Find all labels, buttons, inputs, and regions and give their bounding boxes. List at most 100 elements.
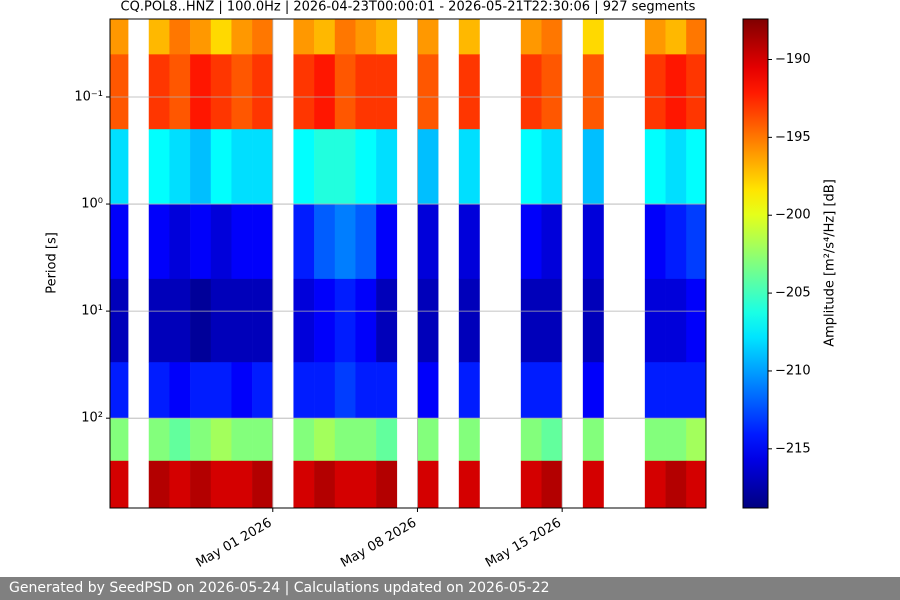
heat-cell — [334, 418, 356, 462]
y-tick-label: 10⁻¹ — [74, 89, 103, 104]
heat-cell — [582, 204, 604, 280]
heat-cell — [376, 19, 398, 55]
heat-cell — [665, 19, 687, 55]
heat-cell — [252, 54, 274, 130]
heat-cell — [293, 204, 315, 280]
heat-cell — [541, 460, 563, 508]
y-tick-label: 10² — [81, 411, 103, 426]
heat-cell — [231, 460, 253, 508]
colorbar-tick-label: −205 — [775, 286, 811, 301]
colorbar-tick-label: −200 — [775, 208, 811, 223]
x-tick-label: May 15 2026 — [483, 516, 564, 571]
heat-cell — [293, 278, 315, 363]
heat-cell — [355, 418, 377, 462]
heat-cell — [644, 362, 666, 419]
heat-cell — [686, 278, 706, 363]
heat-cell — [582, 362, 604, 419]
heat-cell — [417, 54, 439, 130]
heat-cell — [355, 129, 377, 205]
heat-cell — [355, 278, 377, 363]
heat-cell — [686, 460, 706, 508]
heatmap — [110, 19, 706, 508]
heat-cell — [355, 362, 377, 419]
footer: Generated by SeedPSD on 2026-05-24 | Cal… — [0, 577, 900, 600]
heat-cell — [582, 19, 604, 55]
heat-cell — [252, 19, 274, 55]
heat-cell — [520, 204, 542, 280]
heat-cell — [376, 129, 398, 205]
heat-cell — [334, 54, 356, 130]
heat-cell — [293, 362, 315, 419]
plot-frame — [109, 18, 707, 509]
heat-cell — [314, 460, 336, 508]
heat-cell — [458, 278, 480, 363]
heat-cell — [110, 19, 129, 55]
colorbar-tick-label: −195 — [775, 130, 811, 145]
colorbar-tick-label: −215 — [775, 441, 811, 456]
heat-cell — [110, 129, 129, 205]
heat-cell — [686, 129, 706, 205]
heat-cell — [148, 418, 170, 462]
heat-cell — [644, 54, 666, 130]
heat-cell — [293, 19, 315, 55]
heat-cell — [314, 129, 336, 205]
heat-cell — [376, 204, 398, 280]
heat-cell — [148, 362, 170, 419]
x-tick-label: May 01 2026 — [194, 516, 275, 571]
heat-cell — [293, 129, 315, 205]
heat-cell — [665, 204, 687, 280]
heat-cell — [686, 418, 706, 462]
heat-cell — [665, 129, 687, 205]
heat-cell — [665, 54, 687, 130]
heat-cell — [541, 362, 563, 419]
heat-cell — [458, 418, 480, 462]
heat-cell — [376, 460, 398, 508]
heat-cell — [417, 129, 439, 205]
heat-cell — [458, 129, 480, 205]
heat-cell — [665, 362, 687, 419]
heat-cell — [293, 418, 315, 462]
heat-cell — [686, 204, 706, 280]
heat-cell — [520, 19, 542, 55]
heat-cell — [314, 204, 336, 280]
heat-cell — [231, 418, 253, 462]
heat-cell — [417, 19, 439, 55]
heat-cell — [334, 129, 356, 205]
heat-cell — [148, 129, 170, 205]
y-tick-label: 10¹ — [81, 304, 103, 319]
heat-cell — [210, 362, 232, 419]
heat-cell — [110, 362, 129, 419]
heat-cell — [169, 362, 191, 419]
chart-title: CQ.POL8..HNZ | 100.0Hz | 2026-04-23T00:0… — [121, 0, 696, 15]
colorbar — [742, 18, 769, 509]
heat-cell — [252, 460, 274, 508]
heat-cell — [190, 460, 212, 508]
heat-cell — [541, 54, 563, 130]
heat-cell — [190, 54, 212, 130]
heat-cell — [190, 418, 212, 462]
heat-cell — [417, 278, 439, 363]
heat-cell — [582, 418, 604, 462]
heat-cell — [686, 19, 706, 55]
heat-cell — [314, 278, 336, 363]
heat-cell — [644, 129, 666, 205]
heat-cell — [314, 19, 336, 55]
heat-cell — [520, 418, 542, 462]
heat-cell — [148, 460, 170, 508]
heat-cell — [644, 204, 666, 280]
heat-cell — [210, 278, 232, 363]
heat-cell — [148, 19, 170, 55]
heat-cell — [665, 418, 687, 462]
heat-cell — [458, 54, 480, 130]
heat-cell — [148, 278, 170, 363]
heat-cell — [252, 129, 274, 205]
heat-cell — [582, 278, 604, 363]
heat-cell — [190, 278, 212, 363]
heat-cell — [376, 54, 398, 130]
heat-cell — [169, 418, 191, 462]
heat-cell — [376, 362, 398, 419]
heat-cell — [644, 418, 666, 462]
heat-cell — [520, 278, 542, 363]
heat-cell — [355, 19, 377, 55]
heat-cell — [169, 19, 191, 55]
